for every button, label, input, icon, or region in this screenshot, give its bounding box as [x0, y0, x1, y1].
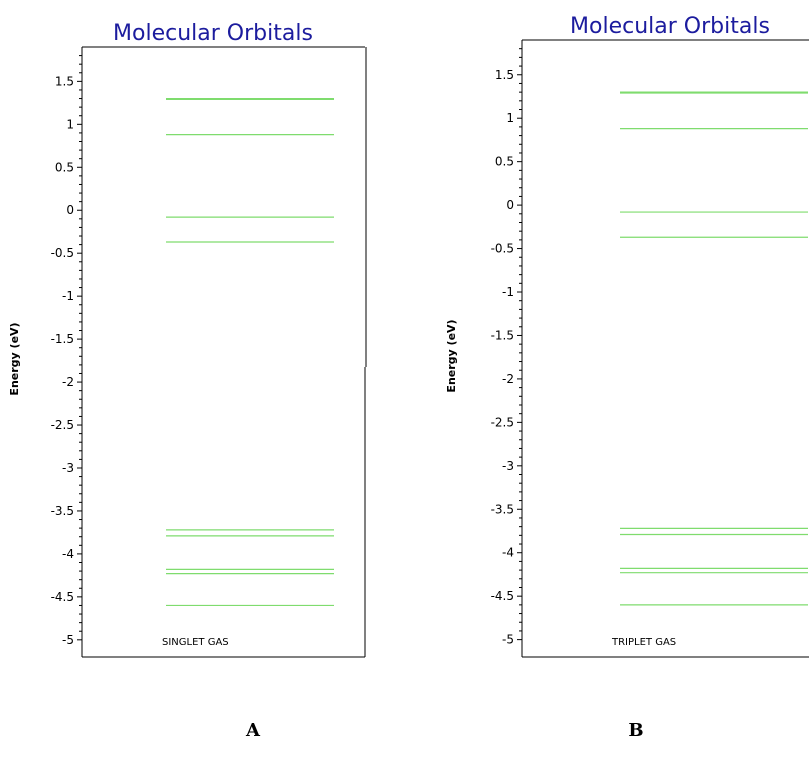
panel-caption: B — [628, 720, 643, 741]
y-tick-label: -3 — [502, 459, 514, 473]
y-axis-label: Energy (eV) — [8, 322, 21, 395]
panel-caption: A — [245, 720, 261, 741]
y-tick-label: 1 — [506, 111, 514, 125]
y-tick-label: -1.5 — [51, 332, 74, 346]
chart-title: Molecular Orbitals — [113, 21, 313, 46]
y-tick-label: -3 — [62, 461, 74, 475]
y-tick-label: -1 — [62, 289, 74, 303]
panel-a: Molecular Orbitals Energy (eV) 1.5 1 0.5 0 -… — [8, 21, 367, 741]
y-ticks: 1.5 1 0.5 0 -0.5 -1 -1.5 -2 -2.5 -3 -3.5 -4 -4.5 -5 — [51, 55, 82, 647]
plot-frame — [521, 39, 809, 658]
y-tick-label: -4.5 — [491, 589, 514, 603]
y-tick-label: -4 — [502, 546, 514, 560]
state-annotation: SINGLET GAS — [162, 637, 229, 648]
chart-title: Molecular Orbitals — [570, 14, 770, 39]
y-tick-label: -2 — [502, 372, 514, 386]
plot-frame — [81, 46, 367, 658]
y-tick-label: -2.5 — [491, 415, 514, 429]
y-tick-label: -0.5 — [491, 242, 514, 256]
y-tick-label: -1 — [502, 285, 514, 299]
y-tick-label: -4.5 — [51, 590, 74, 604]
y-tick-label: -3.5 — [51, 504, 74, 518]
state-annotation: TRIPLET GAS — [611, 637, 676, 648]
y-tick-label: 0.5 — [55, 160, 74, 174]
y-axis-label: Energy (eV) — [445, 319, 458, 392]
y-tick-label: 1 — [66, 117, 74, 131]
y-tick-label: -4 — [62, 547, 74, 561]
y-tick-label: -1.5 — [491, 328, 514, 342]
orbital-levels — [620, 91, 808, 606]
y-tick-label: 0 — [506, 198, 514, 212]
y-tick-label: -3.5 — [491, 502, 514, 516]
y-tick-label: 1.5 — [495, 68, 514, 82]
panel-b: Molecular Orbitals Energy (eV) 1.5 1 0.5 0 -… — [445, 14, 809, 741]
y-tick-label: -2.5 — [51, 418, 74, 432]
y-tick-label: 0 — [66, 203, 74, 217]
y-ticks: 1.5 1 0.5 0 -0.5 -1 -1.5 -2 -2.5 -3 -3.5 -4 -4.5 -5 — [491, 48, 522, 647]
y-tick-label: -0.5 — [51, 246, 74, 260]
y-tick-label: -5 — [502, 633, 514, 647]
orbital-levels — [166, 97, 334, 607]
y-tick-label: 1.5 — [55, 74, 74, 88]
y-tick-label: -2 — [62, 375, 74, 389]
y-tick-label: -5 — [62, 633, 74, 647]
y-tick-label: 0.5 — [495, 155, 514, 169]
